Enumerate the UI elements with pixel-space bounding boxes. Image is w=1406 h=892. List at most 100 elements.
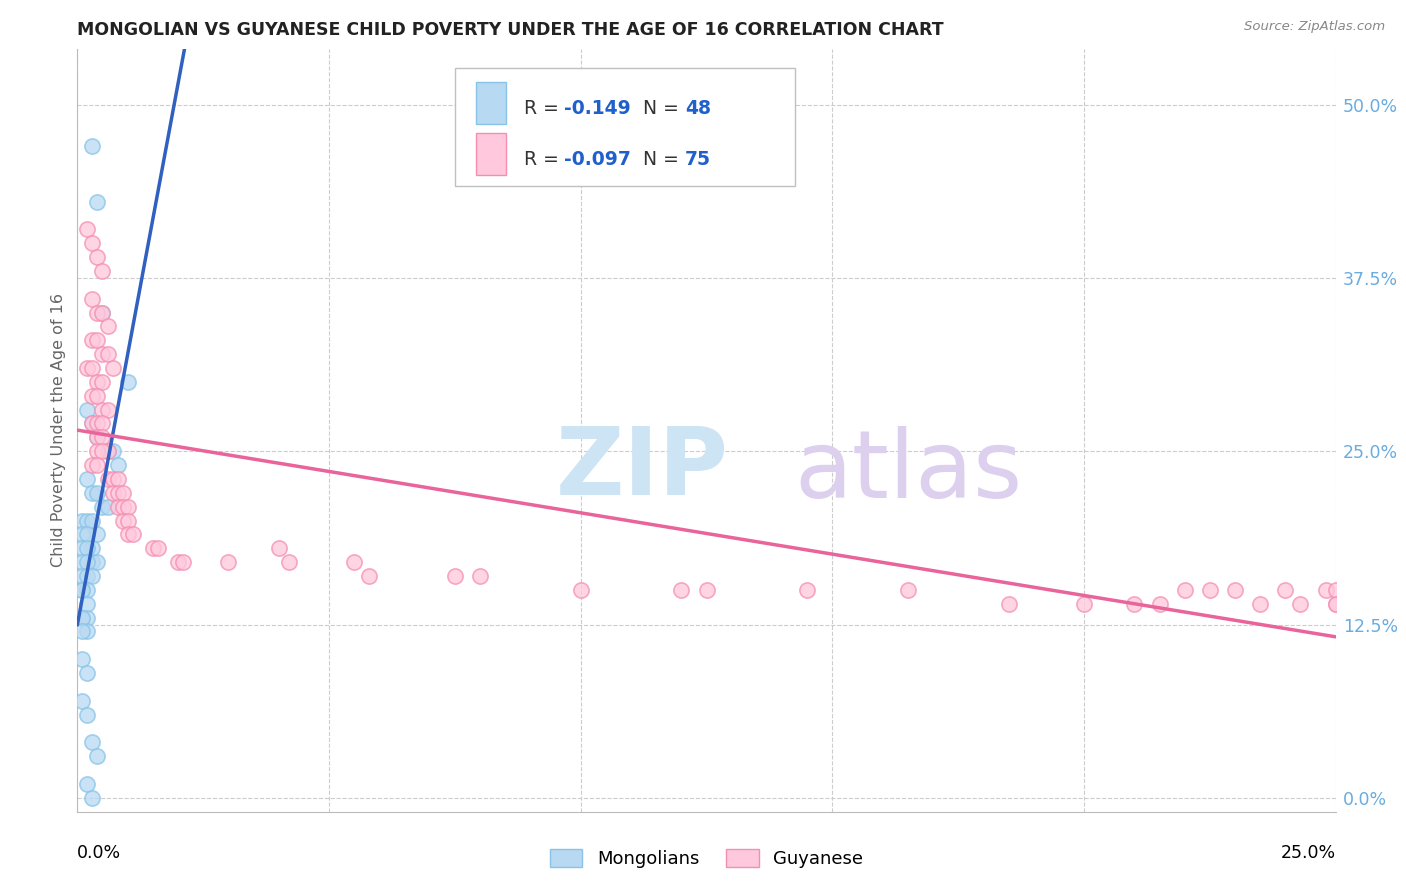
Point bbox=[96, 347, 118, 361]
Y-axis label: Child Poverty Under the Age of 16: Child Poverty Under the Age of 16 bbox=[51, 293, 66, 567]
Point bbox=[96, 444, 118, 458]
Point bbox=[76, 666, 98, 681]
Point bbox=[96, 472, 118, 486]
Point bbox=[86, 458, 108, 472]
Point bbox=[569, 582, 592, 597]
Point bbox=[86, 333, 108, 347]
Point bbox=[111, 485, 134, 500]
Point bbox=[107, 500, 129, 514]
Point bbox=[696, 582, 718, 597]
Point bbox=[86, 430, 108, 444]
Point bbox=[76, 472, 98, 486]
Text: MONGOLIAN VS GUYANESE CHILD POVERTY UNDER THE AGE OF 16 CORRELATION CHART: MONGOLIAN VS GUYANESE CHILD POVERTY UNDE… bbox=[77, 21, 943, 39]
Point bbox=[82, 735, 104, 749]
Point bbox=[217, 555, 239, 569]
Point bbox=[76, 541, 98, 556]
Point bbox=[72, 541, 94, 556]
Point bbox=[76, 610, 98, 624]
Point bbox=[86, 555, 108, 569]
Point bbox=[76, 582, 98, 597]
Point bbox=[82, 361, 104, 376]
Point bbox=[1324, 597, 1347, 611]
Point bbox=[72, 694, 94, 708]
Text: 0.0%: 0.0% bbox=[77, 844, 121, 862]
Point bbox=[82, 555, 104, 569]
Point bbox=[117, 500, 139, 514]
Point bbox=[1149, 597, 1171, 611]
Point bbox=[1315, 582, 1337, 597]
Point bbox=[72, 624, 94, 639]
Text: -0.097: -0.097 bbox=[564, 150, 631, 169]
Point bbox=[111, 500, 134, 514]
Point bbox=[111, 514, 134, 528]
Point bbox=[671, 582, 693, 597]
Point bbox=[72, 569, 94, 583]
Point bbox=[76, 555, 98, 569]
Point bbox=[82, 485, 104, 500]
Point bbox=[96, 444, 118, 458]
Point bbox=[96, 500, 118, 514]
Point bbox=[86, 194, 108, 209]
Point bbox=[86, 250, 108, 264]
Point bbox=[82, 569, 104, 583]
Point bbox=[76, 527, 98, 541]
Point bbox=[86, 375, 108, 389]
Point bbox=[86, 305, 108, 319]
Point bbox=[101, 361, 124, 376]
Text: ZIP: ZIP bbox=[555, 423, 728, 515]
Point bbox=[72, 582, 94, 597]
Point bbox=[86, 749, 108, 764]
Point bbox=[82, 417, 104, 431]
Point bbox=[82, 292, 104, 306]
FancyBboxPatch shape bbox=[456, 68, 794, 186]
Point bbox=[91, 430, 114, 444]
Point bbox=[76, 569, 98, 583]
Text: -0.149: -0.149 bbox=[564, 99, 631, 118]
Point bbox=[1324, 582, 1347, 597]
Point bbox=[76, 514, 98, 528]
Point bbox=[76, 222, 98, 236]
Point bbox=[277, 555, 299, 569]
Point bbox=[146, 541, 169, 556]
Point bbox=[72, 555, 94, 569]
Point bbox=[91, 347, 114, 361]
Text: R =: R = bbox=[524, 99, 565, 118]
Point bbox=[76, 707, 98, 722]
Point bbox=[91, 417, 114, 431]
Point bbox=[72, 610, 94, 624]
Point bbox=[897, 582, 920, 597]
Point bbox=[1174, 582, 1197, 597]
Point bbox=[121, 527, 143, 541]
Text: N =: N = bbox=[631, 150, 685, 169]
Point bbox=[444, 569, 467, 583]
Point bbox=[82, 139, 104, 153]
Point bbox=[1274, 582, 1296, 597]
Point bbox=[72, 652, 94, 666]
Point bbox=[117, 527, 139, 541]
Point bbox=[997, 597, 1019, 611]
Point bbox=[86, 444, 108, 458]
FancyBboxPatch shape bbox=[477, 133, 506, 175]
Point bbox=[101, 472, 124, 486]
Text: 75: 75 bbox=[685, 150, 711, 169]
Point bbox=[86, 417, 108, 431]
Text: N =: N = bbox=[631, 99, 685, 118]
Point bbox=[82, 514, 104, 528]
Legend: Mongolians, Guyanese: Mongolians, Guyanese bbox=[543, 841, 870, 875]
Point bbox=[107, 485, 129, 500]
Text: Source: ZipAtlas.com: Source: ZipAtlas.com bbox=[1244, 20, 1385, 33]
Point bbox=[82, 417, 104, 431]
Point bbox=[1123, 597, 1146, 611]
Text: 48: 48 bbox=[685, 99, 711, 118]
Point bbox=[468, 569, 491, 583]
Point bbox=[86, 389, 108, 403]
Point bbox=[1249, 597, 1271, 611]
Point bbox=[96, 402, 118, 417]
Text: atlas: atlas bbox=[794, 426, 1022, 518]
Point bbox=[82, 333, 104, 347]
Point bbox=[86, 527, 108, 541]
Point bbox=[117, 375, 139, 389]
Point bbox=[86, 485, 108, 500]
Point bbox=[107, 458, 129, 472]
Point bbox=[91, 402, 114, 417]
